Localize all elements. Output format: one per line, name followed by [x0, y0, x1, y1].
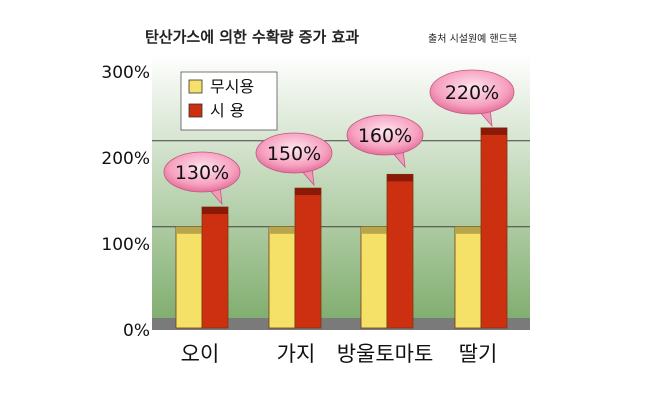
callout-shape — [255, 132, 333, 174]
bar — [360, 226, 388, 329]
plot-floor — [152, 318, 530, 330]
bar-cap — [295, 188, 321, 196]
legend-label: 시 용 — [210, 101, 245, 120]
callout-label: 130% — [175, 162, 229, 184]
callout-shape — [346, 114, 424, 156]
callout-bubble: 130% — [163, 151, 241, 206]
chart-title: 탄산가스에 의한 수확량 증가 효과 — [145, 28, 359, 46]
x-tick-label: 오이 — [181, 342, 220, 366]
bar — [268, 226, 296, 329]
bar-cap — [481, 127, 507, 135]
callout-label: 220% — [445, 82, 499, 104]
bar — [201, 206, 229, 329]
callout-label: 150% — [267, 143, 321, 165]
y-tick-label: 200% — [101, 149, 150, 169]
callout-label: 160% — [358, 125, 412, 147]
bar-cap — [455, 226, 481, 234]
bar-cap — [269, 226, 295, 234]
callout-shape — [163, 151, 241, 193]
bar-cap — [202, 207, 228, 215]
x-tick-label: 가지 — [277, 342, 316, 366]
callout-shape — [429, 69, 515, 115]
callout-bubble: 220% — [429, 69, 515, 128]
bar-cap — [387, 174, 413, 182]
y-tick-label: 0% — [123, 321, 150, 341]
bar — [480, 127, 508, 329]
callout-bubble: 160% — [346, 114, 424, 169]
x-tick-label: 딸기 — [459, 342, 498, 366]
x-tick-label: 방울토마토 — [337, 342, 434, 366]
bar — [386, 173, 414, 329]
callout-bubble: 150% — [255, 132, 333, 187]
y-tick-label: 300% — [101, 63, 150, 83]
bar — [454, 226, 482, 329]
bar — [175, 226, 203, 329]
chart-source: 출처 시설원예 핸드북 — [428, 33, 517, 45]
legend-swatch — [188, 103, 203, 118]
legend-swatch — [188, 79, 203, 94]
bar-cap — [176, 226, 202, 234]
bar — [294, 187, 322, 329]
y-tick-label: 100% — [101, 235, 150, 255]
legend-label: 무시용 — [210, 77, 254, 96]
bar-cap — [361, 226, 387, 234]
